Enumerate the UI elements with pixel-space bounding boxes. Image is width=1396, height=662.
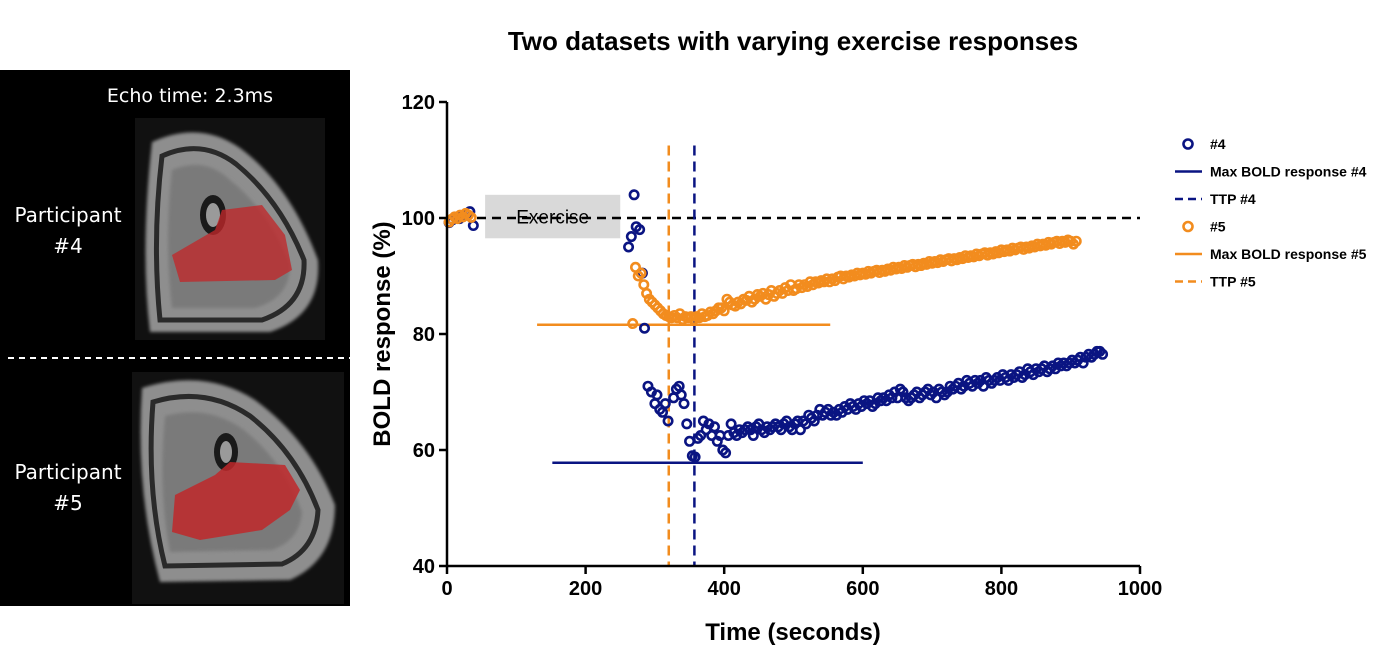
legend-ttp-4-label: TTP #4 xyxy=(1210,191,1256,207)
legend-max-bold-response-4-label: Max BOLD response #4 xyxy=(1210,164,1367,180)
point-series-4 xyxy=(634,224,646,236)
point-series-4 xyxy=(675,389,687,401)
roi-participant-4 xyxy=(172,205,292,282)
legend-ttp-5-label: TTP #5 xyxy=(1210,274,1256,290)
point-series-4 xyxy=(678,398,690,410)
point-series-5 xyxy=(1070,235,1082,247)
x-tick-label: 800 xyxy=(985,578,1018,600)
mri-slice-participant-4 xyxy=(135,118,325,340)
exercise-box xyxy=(485,194,621,239)
point-series-5 xyxy=(638,279,650,291)
legend-max-bold-response-5-label: Max BOLD response #5 xyxy=(1210,246,1367,262)
point-series-4 xyxy=(695,429,707,441)
y-tick-label: 120 xyxy=(402,92,435,114)
point-series-4 xyxy=(725,418,737,430)
mri-panel: Echo time: 2.3ms Participant #4 Particip… xyxy=(0,70,350,606)
point-series-4 xyxy=(689,451,701,463)
point-series-4 xyxy=(659,398,671,410)
point-series-4 xyxy=(720,447,732,459)
point-series-4 xyxy=(625,231,637,243)
participant-5-label-line1: Participant xyxy=(14,460,121,484)
x-tick-label: 200 xyxy=(569,578,602,600)
legend-5-label: #5 xyxy=(1210,219,1226,235)
point-series-4 xyxy=(651,389,663,401)
point-series-5 xyxy=(635,267,647,279)
y-tick-label: 60 xyxy=(413,440,435,462)
legend-4-marker xyxy=(1182,138,1194,150)
y-tick-label: 40 xyxy=(413,556,435,578)
y-axis-label: BOLD response (%) xyxy=(369,221,396,446)
x-tick-label: 600 xyxy=(846,578,879,600)
point-series-5 xyxy=(465,211,477,223)
point-series-5 xyxy=(718,305,730,317)
point-series-4 xyxy=(639,322,651,334)
x-tick-label: 400 xyxy=(708,578,741,600)
point-series-5 xyxy=(627,318,639,330)
point-series-4 xyxy=(681,418,693,430)
participant-4-label-line2: #4 xyxy=(53,234,82,258)
point-series-4 xyxy=(628,189,640,201)
y-tick-label: 80 xyxy=(413,324,435,346)
legend-5-marker xyxy=(1182,220,1194,233)
mri-images: Echo time: 2.3ms Participant #4 Particip… xyxy=(8,85,350,604)
roi-participant-5 xyxy=(172,462,300,540)
point-series-4 xyxy=(708,421,720,433)
point-series-4 xyxy=(662,415,674,427)
point-series-4 xyxy=(1097,348,1109,360)
legend-4-label: #4 xyxy=(1210,136,1226,152)
x-tick-label: 1000 xyxy=(1118,578,1163,600)
point-series-4 xyxy=(747,429,759,441)
echo-time-label: Echo time: 2.3ms xyxy=(107,85,273,107)
chart-title: Two datasets with varying exercise respo… xyxy=(508,26,1078,56)
y-tick-label: 100 xyxy=(402,208,435,230)
x-tick-label: 0 xyxy=(441,578,452,600)
participant-4-label-line1: Participant xyxy=(14,203,121,227)
point-series-4 xyxy=(623,241,635,253)
x-axis-label: Time (seconds) xyxy=(705,619,881,646)
mri-slice-participant-5 xyxy=(132,372,344,604)
participant-5-label-line2: #5 xyxy=(53,491,82,515)
